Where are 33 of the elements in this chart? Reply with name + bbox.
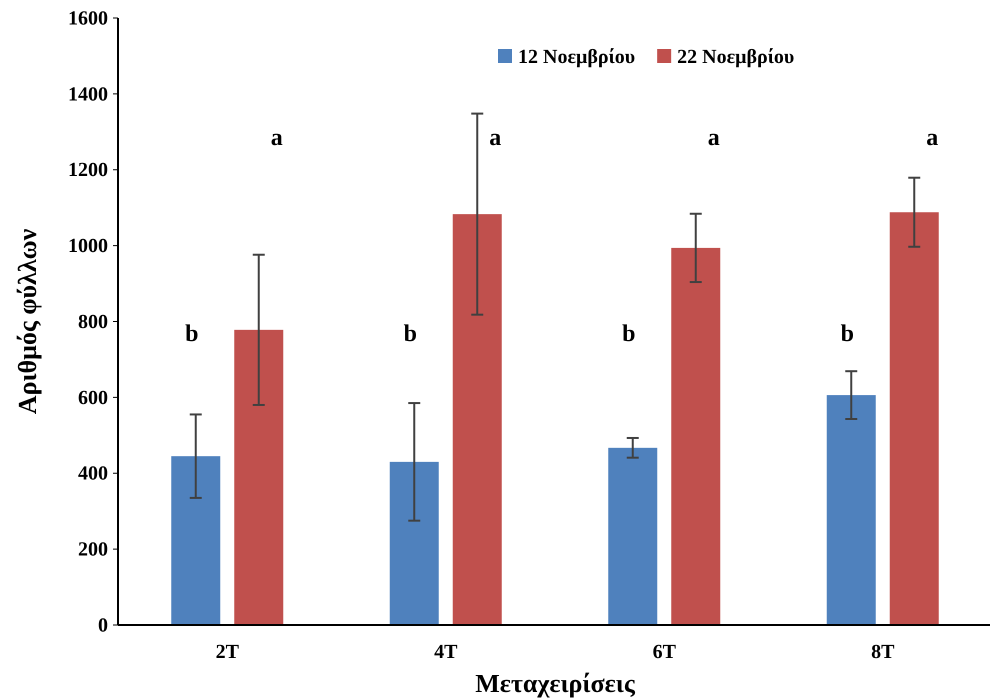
x-tick-label: 8T [871,641,896,663]
legend-label: 22 Νοεμβρίου [677,46,794,68]
annotation: a [270,125,283,151]
y-tick-label: 1400 [68,83,108,106]
y-tick-label: 1000 [68,235,108,258]
bar [171,456,220,625]
annotation: a [489,125,502,151]
y-tick-label: 1200 [68,159,108,182]
y-tick-label: 0 [98,614,108,636]
bar [671,248,720,625]
annotation: b [622,321,636,347]
y-tick-label: 600 [78,386,108,409]
bar [390,462,439,625]
x-tick-label: 2T [216,641,240,663]
annotation: a [926,125,938,151]
annotation: b [840,321,854,347]
legend-label: 12 Νοεμβρίου [518,46,636,68]
bar [826,395,876,625]
bar [608,448,658,625]
annotation: b [185,321,198,347]
bar [890,212,939,625]
bar [234,330,284,625]
y-axis-title: Αριθμός φύλλων [13,228,42,414]
bar [452,214,502,625]
annotation: b [404,321,417,347]
y-tick-label: 200 [78,538,108,561]
annotation: a [708,125,720,151]
x-axis-title: Μεταχειρίσεις [475,669,636,698]
x-tick-label: 6T [652,641,677,663]
y-tick-label: 1600 [68,7,108,30]
y-tick-label: 800 [78,310,108,333]
x-tick-label: 4T [434,641,458,663]
y-tick-label: 400 [78,462,108,485]
